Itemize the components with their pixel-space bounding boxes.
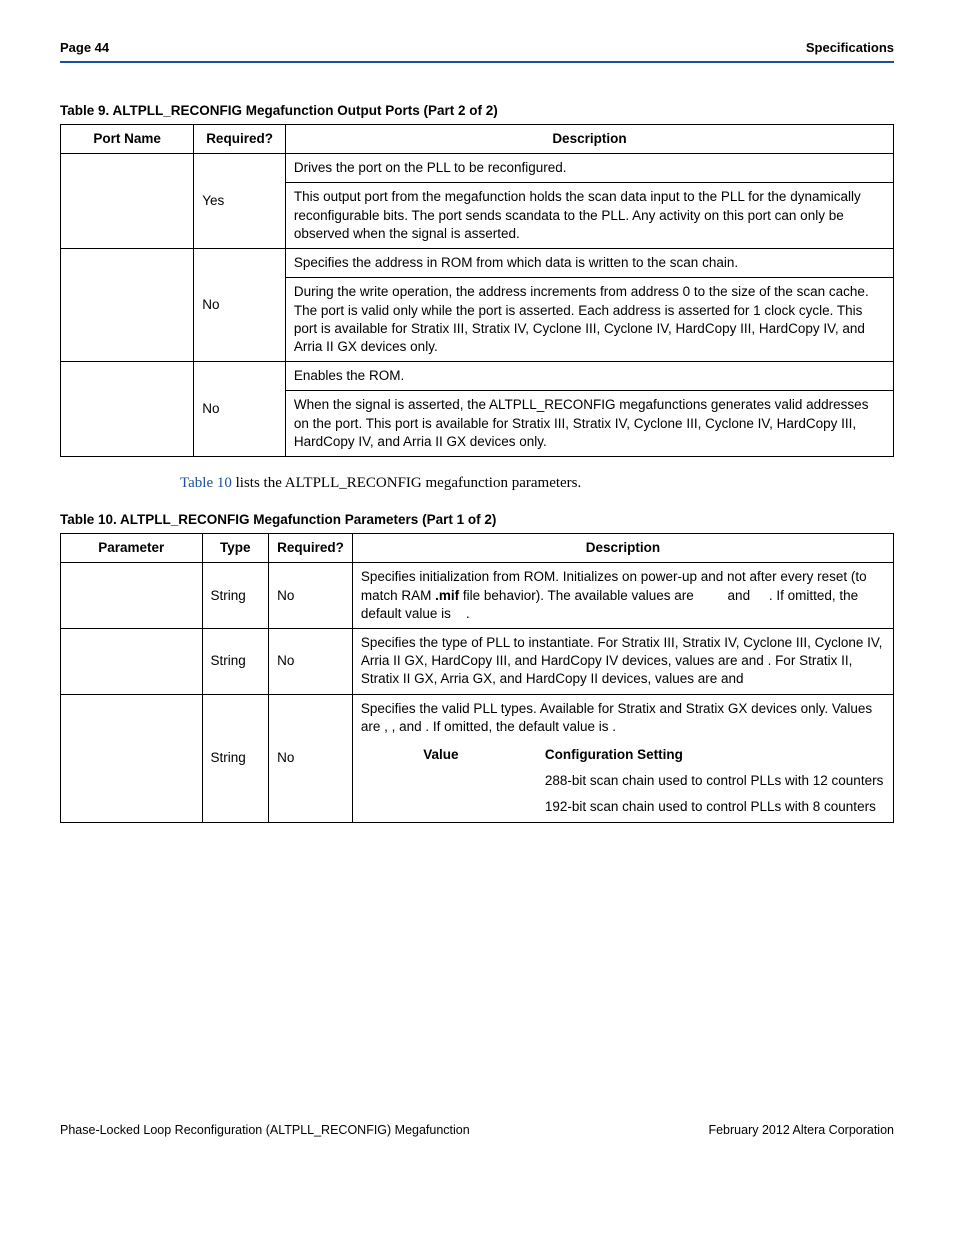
- page-header: Page 44 Specifications: [60, 40, 894, 63]
- sub-value: [361, 798, 521, 816]
- col-description: Description: [285, 125, 893, 154]
- col-type: Type: [202, 534, 269, 563]
- table-row: No Specifies the address in ROM from whi…: [61, 249, 894, 278]
- sub-value: [361, 772, 521, 790]
- table-row: String No Specifies the type of PLL to i…: [61, 628, 894, 694]
- table10-header-row: Parameter Type Required? Description: [61, 534, 894, 563]
- cell-desc-top: Specifies the address in ROM from which …: [285, 249, 893, 278]
- cell-desc-bottom: This output port from the megafunction h…: [285, 183, 893, 249]
- cell-type: String: [202, 563, 269, 629]
- page-number: Page 44: [60, 40, 109, 55]
- cell-required: No: [269, 694, 353, 822]
- cell-desc: Specifies initialization from ROM. Initi…: [352, 563, 893, 629]
- prose-rest: lists the ALTPLL_RECONFIG megafunction p…: [232, 475, 581, 491]
- footer-right: February 2012 Altera Corporation: [708, 1123, 894, 1137]
- col-required: Required?: [269, 534, 353, 563]
- sub-config: 192-bit scan chain used to control PLLs …: [545, 798, 885, 816]
- cell-param: [61, 628, 203, 694]
- table10: Parameter Type Required? Description Str…: [60, 533, 894, 823]
- table-row: String No Specifies initialization from …: [61, 563, 894, 629]
- sub-row: 288-bit scan chain used to control PLLs …: [361, 772, 885, 790]
- cell-port: [61, 249, 194, 362]
- desc-intro: Specifies the valid PLL types. Available…: [361, 700, 885, 736]
- section-title: Specifications: [806, 40, 894, 55]
- footer-left: Phase-Locked Loop Reconfiguration (ALTPL…: [60, 1123, 470, 1137]
- sub-header-config: Configuration Setting: [545, 746, 885, 764]
- cell-param: [61, 563, 203, 629]
- col-description: Description: [352, 534, 893, 563]
- cell-desc-top: Drives the port on the PLL to be reconfi…: [285, 154, 893, 183]
- cell-desc-top: Enables the ROM.: [285, 362, 893, 391]
- col-required: Required?: [194, 125, 286, 154]
- desc-text: Specifies initialization from ROM. Initi…: [361, 569, 867, 620]
- table-row: String No Specifies the valid PLL types.…: [61, 694, 894, 822]
- table10-link[interactable]: Table 10: [180, 475, 232, 491]
- sub-row: 192-bit scan chain used to control PLLs …: [361, 798, 885, 816]
- cell-desc-bottom: When the signal is asserted, the ALTPLL_…: [285, 391, 893, 457]
- cell-type: String: [202, 694, 269, 822]
- cell-required: Yes: [194, 154, 286, 249]
- table-row: No Enables the ROM.: [61, 362, 894, 391]
- cell-required: No: [269, 628, 353, 694]
- table-row: Yes Drives the port on the PLL to be rec…: [61, 154, 894, 183]
- table9: Port Name Required? Description Yes Driv…: [60, 124, 894, 457]
- table9-caption: Table 9. ALTPLL_RECONFIG Megafunction Ou…: [60, 103, 894, 118]
- sub-config: 288-bit scan chain used to control PLLs …: [545, 772, 885, 790]
- cell-desc: Specifies the valid PLL types. Available…: [352, 694, 893, 822]
- cell-port: [61, 362, 194, 457]
- prose-line: Table 10 lists the ALTPLL_RECONFIG megaf…: [180, 475, 894, 492]
- cell-required: No: [194, 362, 286, 457]
- col-parameter: Parameter: [61, 534, 203, 563]
- cell-desc-bottom: During the write operation, the address …: [285, 278, 893, 362]
- col-port-name: Port Name: [61, 125, 194, 154]
- cell-required: No: [194, 249, 286, 362]
- cell-type: String: [202, 628, 269, 694]
- cell-desc: Specifies the type of PLL to instantiate…: [352, 628, 893, 694]
- cell-param: [61, 694, 203, 822]
- cell-required: No: [269, 563, 353, 629]
- sub-header-value: Value: [361, 746, 521, 764]
- table10-caption: Table 10. ALTPLL_RECONFIG Megafunction P…: [60, 512, 894, 527]
- sub-header-row: Value Configuration Setting: [361, 746, 885, 764]
- cell-port: [61, 154, 194, 249]
- page-footer: Phase-Locked Loop Reconfiguration (ALTPL…: [60, 1123, 894, 1137]
- table9-header-row: Port Name Required? Description: [61, 125, 894, 154]
